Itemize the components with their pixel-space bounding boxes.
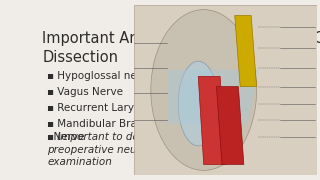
Text: ▪ Mandibular Branch of Facial
  Nerve: ▪ Mandibular Branch of Facial Nerve	[47, 119, 202, 142]
Text: ▪ Important to document
preoperative neurologic
examination: ▪ Important to document preoperative neu…	[47, 132, 179, 167]
Ellipse shape	[178, 61, 218, 146]
Text: ▪ Vagus Nerve: ▪ Vagus Nerve	[47, 87, 124, 97]
Polygon shape	[235, 15, 257, 87]
Polygon shape	[167, 70, 259, 124]
Polygon shape	[217, 87, 244, 165]
Text: ▪ Recurrent Laryngeal Nerve: ▪ Recurrent Laryngeal Nerve	[47, 103, 198, 113]
Text: ▪ Hypoglossal nerve: ▪ Hypoglossal nerve	[47, 71, 154, 82]
Polygon shape	[198, 76, 226, 165]
Text: Important Anatomic Structures Near Carotid
Dissection: Important Anatomic Structures Near Carot…	[43, 31, 320, 65]
Ellipse shape	[151, 10, 257, 170]
